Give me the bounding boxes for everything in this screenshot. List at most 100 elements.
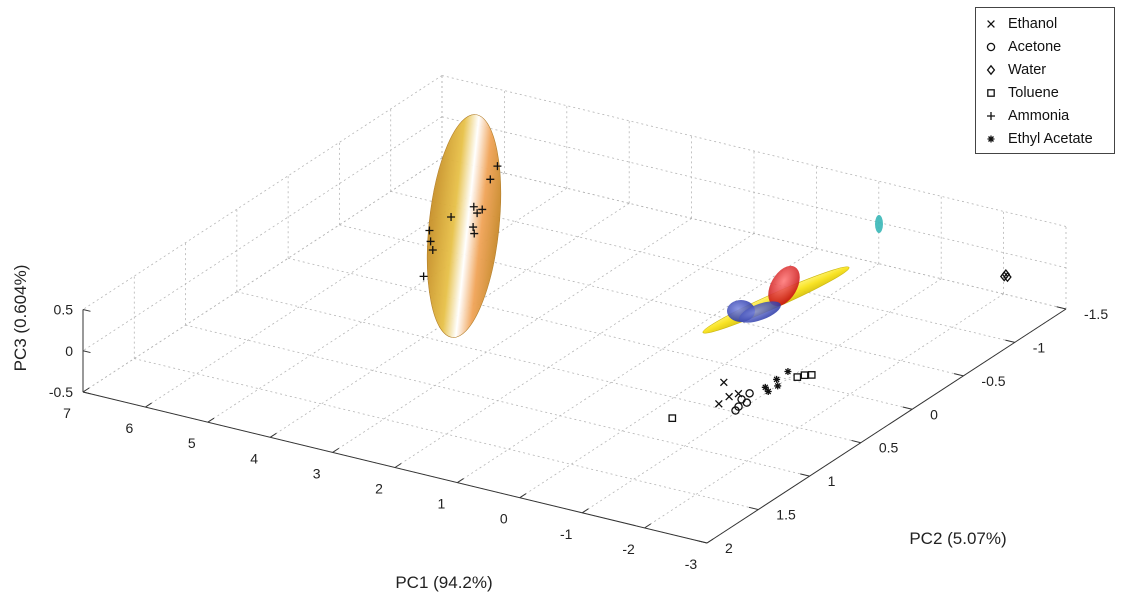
floor-grid-line xyxy=(457,248,817,483)
ammonia-point xyxy=(493,162,502,171)
y-axis-line xyxy=(706,308,1067,544)
ethyl-acetate-point xyxy=(773,375,781,383)
ammonia-point xyxy=(419,272,428,281)
axis-labels: PC1 (94.2%) PC2 (5.07%) PC3 (0.604%) xyxy=(11,265,1007,592)
x-tick-label: 7 xyxy=(63,405,71,421)
water-ellipsoid xyxy=(875,215,883,233)
legend-item-water: Water xyxy=(982,60,1046,80)
floor-grid-line xyxy=(644,293,1004,529)
y-tick-mark xyxy=(800,473,810,477)
toluene-legend-marker xyxy=(987,89,995,97)
x-tick-label: -3 xyxy=(685,556,698,572)
legend-label: Acetone xyxy=(1008,39,1062,55)
y-tick-label: 0 xyxy=(930,406,938,422)
ammonia-point xyxy=(486,175,495,184)
ellipsoids xyxy=(426,114,883,338)
ammonia-marker-icon xyxy=(987,112,995,120)
x-tick-label: -1 xyxy=(560,526,573,542)
y-axis-label: PC2 (5.07%) xyxy=(909,529,1006,548)
x-tick-mark xyxy=(644,523,652,529)
legend-label: Toluene xyxy=(1008,85,1059,101)
y-tick-label: 1 xyxy=(828,473,836,489)
toluene-marker-icon xyxy=(987,89,995,97)
floor-grid-line xyxy=(288,257,913,410)
y-tick-label: 2 xyxy=(725,540,733,556)
x-tick-label: 4 xyxy=(250,450,258,466)
y-tick-mark xyxy=(697,540,708,544)
floor-grid-line xyxy=(82,157,443,393)
legend-item-toluene: Toluene xyxy=(982,83,1059,103)
x-tick-label: 1 xyxy=(438,496,446,512)
acetone-point xyxy=(745,389,754,398)
x-tick-label: 0 xyxy=(500,511,508,527)
x-tick-mark xyxy=(457,478,464,484)
side-wall-grid-line xyxy=(82,75,443,310)
legend: Ethanol Acetone Water Toluene Ammonia Ethyl A… xyxy=(975,7,1115,154)
legend-item-acetone: Acetone xyxy=(982,37,1061,57)
x-tick-mark xyxy=(706,538,714,544)
x-tick-mark xyxy=(207,417,215,423)
x-tick-mark xyxy=(581,508,589,514)
y-tick-mark xyxy=(748,506,759,511)
x-axis-label: PC1 (94.2%) xyxy=(395,573,492,592)
toluene-point xyxy=(793,373,802,381)
y-tick-label: 1.5 xyxy=(776,507,796,523)
y-tick-mark xyxy=(953,373,964,377)
ammonia-ellipsoid xyxy=(426,114,502,338)
legend-item-ammonia: Ammonia xyxy=(982,106,1069,126)
floor-grid-line xyxy=(519,263,880,499)
z-tick-mark xyxy=(82,391,91,395)
y-tick-mark xyxy=(902,406,913,410)
ethanol-point xyxy=(714,399,723,408)
back-wall-grid-line xyxy=(441,75,1067,227)
floor-grid-line xyxy=(207,187,568,423)
side-wall-grid-line xyxy=(82,157,443,393)
back-wall-grid-line xyxy=(441,157,1067,310)
ammonia-point xyxy=(469,223,478,232)
back-wall-grid-line xyxy=(441,116,1067,269)
side-wall-grid-line xyxy=(82,116,443,352)
water-marker-icon xyxy=(986,64,996,76)
acetone-ellipsoid xyxy=(739,301,781,323)
toluene-point xyxy=(800,371,809,380)
acetone-legend-marker xyxy=(986,42,996,52)
floor-grid-line xyxy=(134,358,759,510)
legend-label: Ammonia xyxy=(1008,108,1070,124)
y-tick-mark xyxy=(1005,339,1015,343)
z-tick-mark xyxy=(82,309,91,312)
ammonia-point xyxy=(425,226,434,235)
ethyl-acetate-ellipsoid xyxy=(768,265,800,307)
ethanol-legend-marker xyxy=(987,20,995,28)
data-points xyxy=(419,162,1012,423)
legend-item-ethanol: Ethanol xyxy=(982,14,1057,34)
x-tick-label: 2 xyxy=(375,481,383,497)
y-tick-label: 0.5 xyxy=(879,440,899,456)
x-tick-mark xyxy=(145,402,152,408)
acetone-marker-icon xyxy=(986,42,996,52)
ethyl-acetate-point xyxy=(761,383,769,391)
water-point xyxy=(1001,269,1011,280)
x-tick-label: 3 xyxy=(313,465,321,481)
ammonia-legend-marker xyxy=(987,112,995,120)
z-axis-label: PC3 (0.604%) xyxy=(11,265,30,372)
ethyl-acetate-legend-marker xyxy=(987,135,995,143)
floor-grid-line xyxy=(581,278,942,514)
water-legend-marker xyxy=(986,64,996,76)
x-tick-label: 6 xyxy=(126,420,134,436)
x-tick-mark xyxy=(82,387,90,393)
ethyl-acetate-point xyxy=(784,368,792,376)
ammonia-point xyxy=(428,246,437,255)
acetone-point xyxy=(742,398,752,407)
legend-label: Water xyxy=(1008,62,1047,78)
floor-grid-line xyxy=(185,324,810,477)
water-point xyxy=(1003,271,1012,283)
axes: 7 6 5 4 3 2 1 0 -1 -2 -3 -1.5 -1 -0.5 0 0.5 1 1.5 2 0.5 0 -0.… xyxy=(49,302,1108,573)
toluene-point xyxy=(668,414,677,423)
ammonia-point xyxy=(447,213,456,222)
x-tick-label: -2 xyxy=(622,541,635,557)
legend-label: Ethyl Acetate xyxy=(1008,131,1093,147)
ethanol-point xyxy=(719,378,728,387)
ethyl-acetate-point xyxy=(764,388,772,396)
ammonia-point xyxy=(470,229,479,238)
